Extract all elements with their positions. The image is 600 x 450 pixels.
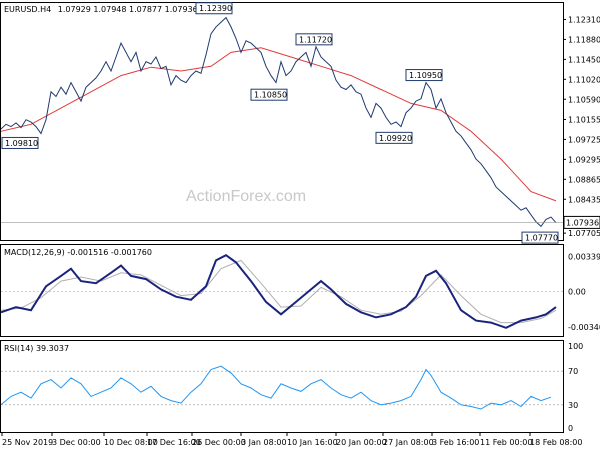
macd-signal-line [0,259,557,324]
macd-tick-label: -0.003404 [568,323,600,332]
price-label-box [1,136,39,149]
price-tick-label: 1.07705 [568,229,600,238]
time-tick-label: 20 Jan 00:00 [336,438,387,447]
time-tick-label: 10 Dec 08:00 [104,438,158,447]
time-tick-label: 18 Feb 08:00 [530,438,582,447]
price-annotations: 1.09810 1.12390 1.10850 1.11720 1.09920 1.109… [1,2,559,244]
price-tick-label: 1.09725 [568,135,600,144]
price-label: 1.07770 [525,234,558,243]
price-label-box [195,2,233,15]
price-label: 1.10950 [409,71,442,80]
rsi-tick-label: 100 [568,342,583,351]
price-label: 1.12390 [199,4,232,13]
price-tick-label: 1.11880 [568,35,600,44]
price-label-box [521,231,559,244]
rsi-tick-label: 70 [568,367,578,376]
rsi-path [0,365,552,410]
price-label-box [405,69,443,82]
ohlc-label: 1.07929 1.07948 1.07877 1.07936 [58,5,198,14]
symbol-label: EURUSD.H4 [4,5,51,14]
macd-tick-label: 0.00 [568,288,586,297]
time-tick-label: 25 Nov 2019 [2,438,53,447]
rsi-tick-label: 30 [568,401,578,410]
rsi-axis: 100 70 30 0 [568,342,583,433]
price-label: 1.11720 [299,35,332,44]
current-price-marker: 1.07936 [1,215,600,229]
price-header: EURUSD.H4 1.07929 1.07948 1.07877 1.0793… [4,5,198,14]
time-tick-label: 26 Dec 00:00 [192,438,246,447]
price-label: 1.09920 [379,134,412,143]
time-tick-label: 3 Dec 00:00 [52,438,101,447]
current-price-box [563,215,600,229]
price-label: 1.09810 [5,139,38,148]
price-label: 1.10850 [254,91,287,100]
price-tick-label: 1.11020 [568,75,600,84]
price-tick-label: 1.08435 [568,195,600,204]
macd-main-line [0,254,557,329]
price-tick-label: 1.10155 [568,115,600,124]
macd-axis: 0.003396 0.00 -0.003404 [568,252,600,332]
moving-average-path [0,47,557,202]
time-tick-label: 27 Jan 08:00 [383,438,434,447]
macd-signal-path [0,259,557,324]
watermark: ActionForex.com [186,188,306,205]
price-tick-label: 1.12310 [568,15,600,24]
macd-header: MACD(12,26,9) -0.001516 -0.001760 [4,248,152,257]
rsi-tick-label: 0 [568,424,573,433]
price-tick-label: 1.11450 [568,55,600,64]
macd-main-path [0,254,557,329]
price-grid [563,18,566,234]
current-price-label: 1.07936 [566,218,599,227]
rsi-line [0,365,552,410]
price-label-box [250,88,288,101]
time-tick-label: 11 Feb 00:00 [480,438,532,447]
time-tick-label: 3 Jan 08:00 [241,438,287,447]
macd-tick-label: 0.003396 [568,252,600,261]
time-tick-label: 17 Dec 16:00 [147,438,201,447]
price-series [0,16,557,228]
price-label-box [295,33,333,46]
rsi-header: RSI(14) 39.3037 [4,344,69,353]
time-tick-label: 3 Feb 16:00 [432,438,479,447]
price-path [0,16,557,228]
moving-average-line [0,47,557,202]
price-tick-label: 1.09295 [568,155,600,164]
rsi-grid [1,370,563,406]
price-label-box [375,131,413,144]
time-tick-label: 10 Jan 16:00 [287,438,338,447]
price-tick-label: 1.10590 [568,95,600,104]
panel-frames [0,2,564,433]
price-tick-label: 1.08865 [568,175,600,184]
